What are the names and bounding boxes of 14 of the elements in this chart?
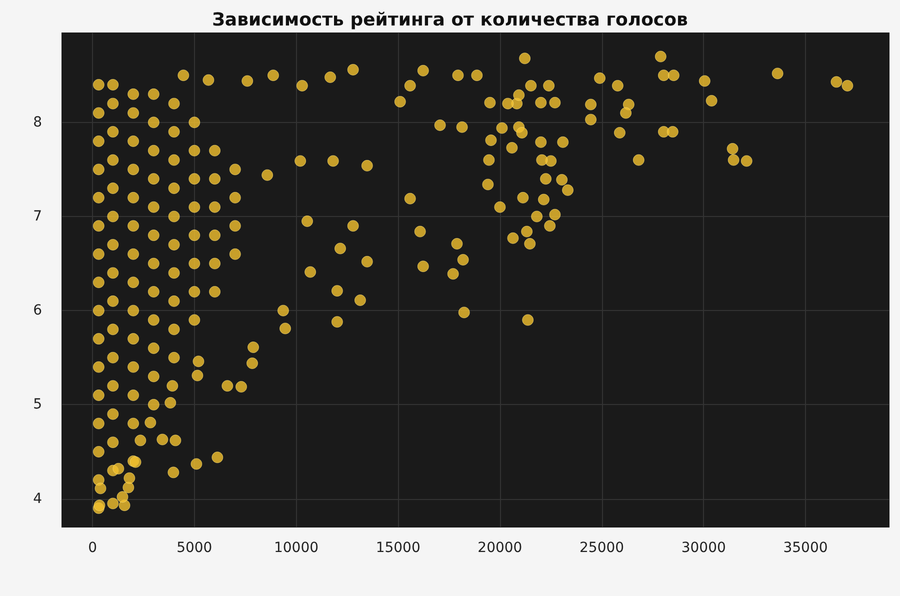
y-tick-label: 5 xyxy=(33,396,42,413)
y-tick-label: 7 xyxy=(33,208,42,224)
x-tick-label: 5000 xyxy=(176,540,212,556)
chart-title: Зависимость рейтинга от количества голосов xyxy=(212,10,688,30)
x-tick-label: 25000 xyxy=(580,540,624,556)
y-tick-label: 6 xyxy=(33,302,42,319)
x-tick-label: 30000 xyxy=(681,540,726,556)
x-tick-label: 15000 xyxy=(376,540,420,556)
y-tick-label: 4 xyxy=(33,490,42,507)
x-tick-label: 0 xyxy=(88,540,98,556)
x-tick-label: 10000 xyxy=(274,540,319,556)
x-tick-label: 20000 xyxy=(478,540,522,556)
y-tick-label: 8 xyxy=(33,114,42,130)
x-tick-label: 35000 xyxy=(783,540,828,556)
